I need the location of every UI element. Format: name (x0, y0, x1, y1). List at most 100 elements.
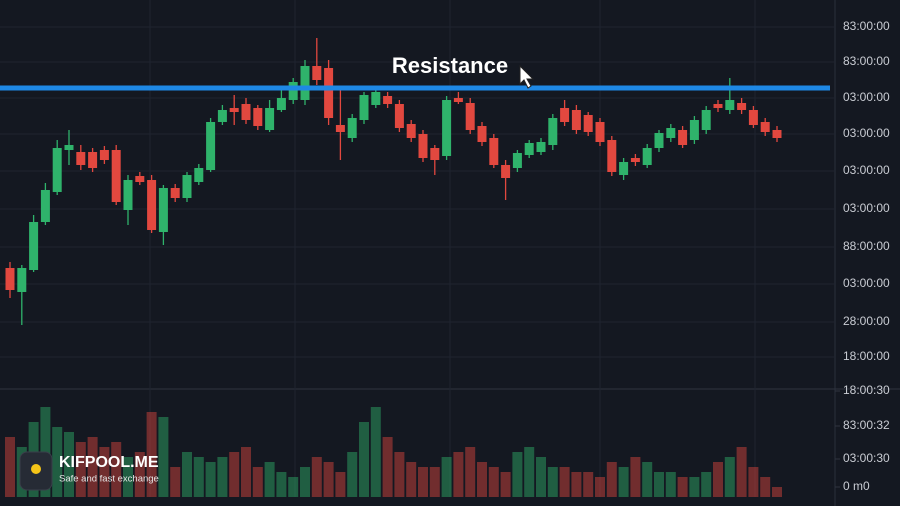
candle-body (371, 92, 381, 105)
volume-bar (453, 452, 464, 497)
y2-tick-label: 0 m0 (843, 479, 870, 493)
candle-body (536, 142, 546, 152)
candle-body (666, 128, 676, 138)
candle-body (548, 118, 558, 145)
y-tick-label: 18:00:00 (843, 349, 890, 363)
candle-body (583, 115, 593, 132)
cursor (519, 64, 535, 89)
candle-body (265, 108, 275, 130)
candle-body (571, 110, 581, 130)
candle-body (737, 103, 747, 110)
volume-bar (64, 432, 74, 497)
candle-body (619, 162, 629, 175)
y2-tick-label: 03:00:30 (843, 451, 890, 465)
volume-bar (276, 472, 287, 497)
candle-body (5, 268, 15, 290)
candle-body (512, 153, 522, 168)
volume-bar (134, 452, 145, 497)
candle-body (678, 130, 688, 145)
candle-body (701, 110, 711, 130)
candle-body (324, 68, 334, 118)
candle-body (99, 150, 109, 160)
candle-body (123, 180, 133, 210)
candle-body (300, 66, 310, 100)
volume-bar (488, 467, 499, 497)
volume-bar (252, 467, 263, 497)
candle-body (241, 104, 251, 120)
volume-bar (571, 472, 582, 497)
volume-bar (264, 462, 275, 497)
candle-body (229, 108, 239, 112)
logo-dot (31, 464, 41, 474)
candle-body (158, 188, 168, 232)
candle-body (29, 222, 39, 270)
volume-bar (406, 462, 417, 497)
volume-bar (630, 457, 641, 497)
candle-body (253, 108, 263, 126)
candle-body (170, 188, 180, 198)
volume-bar (347, 452, 358, 497)
y-tick-label: 83:00:00 (843, 19, 890, 33)
volume-bar (547, 467, 558, 497)
y-tick-label: 03:00:00 (843, 276, 890, 290)
y-tick-label: 03:00:00 (843, 126, 890, 140)
volume-bar (370, 407, 381, 497)
candle-body (713, 104, 723, 108)
y2-tick-label: 18:00:30 (843, 383, 890, 397)
volume-bar (583, 472, 594, 497)
volume-bar (170, 467, 181, 497)
candle-body (453, 98, 463, 102)
candle-body (442, 100, 452, 156)
volume-bar (618, 467, 629, 497)
y-tick-label: 03:00:00 (843, 163, 890, 177)
volume-bar (500, 472, 511, 497)
candle-body (76, 152, 86, 165)
candle-body (654, 133, 664, 148)
candle-body (111, 150, 121, 202)
candle-body (335, 125, 345, 132)
y-tick-label: 03:00:00 (843, 90, 890, 104)
volume-bar (158, 417, 169, 497)
candle-body (595, 122, 605, 142)
volume-bar (677, 477, 688, 497)
candle-body (182, 175, 192, 198)
volume-bar (146, 412, 157, 497)
volume-bar (760, 477, 771, 497)
candle-body (40, 190, 50, 222)
candle-body (689, 120, 699, 140)
candle-body (760, 122, 770, 132)
candle-body (276, 98, 286, 110)
candle-body (147, 180, 157, 230)
candle-body (406, 124, 416, 138)
candle-body (135, 176, 145, 182)
volume-bar (606, 462, 617, 497)
volume-bar (477, 462, 487, 497)
candle-body (772, 130, 782, 138)
candle-body (288, 82, 298, 100)
candle-body (524, 143, 534, 155)
candle-body (748, 110, 758, 125)
candle-body (430, 148, 440, 160)
candle-body (465, 103, 475, 130)
candle-body (560, 108, 570, 122)
volume-bar (123, 457, 133, 497)
volume-bar (217, 457, 228, 497)
volume-bar (311, 457, 322, 497)
volume-bar (559, 467, 570, 497)
resistance-label: Resistance (392, 53, 508, 78)
volume-bar (512, 452, 523, 497)
candle-body (607, 140, 617, 172)
volume-bar (772, 487, 782, 497)
volume-bar (300, 467, 310, 497)
volume-bar (229, 452, 240, 497)
y2-tick-label: 83:00:32 (843, 418, 890, 432)
volume-bar (701, 472, 712, 497)
candle-body (725, 100, 735, 110)
volume-bar (288, 477, 299, 497)
candle-body (394, 104, 404, 128)
volume-bar (241, 447, 251, 497)
candle-body (17, 268, 27, 292)
volume-bar (323, 462, 334, 497)
